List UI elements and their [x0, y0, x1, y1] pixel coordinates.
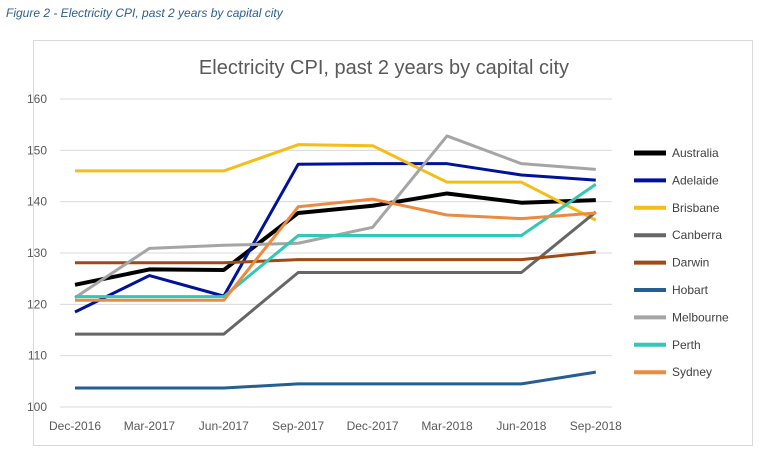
y-tick-label: 100	[27, 400, 47, 414]
series-line-australia	[74, 191, 596, 287]
y-tick-label: 150	[27, 143, 47, 157]
legend-label: Perth	[672, 338, 701, 352]
series-line-perth	[75, 182, 597, 299]
legend-label: Canberra	[672, 228, 722, 242]
series-line-darwin	[75, 250, 596, 265]
legend-label: Darwin	[672, 256, 709, 270]
y-tick-label: 120	[27, 297, 47, 311]
x-tick-label: Mar-2018	[421, 419, 473, 433]
y-tick-label: 140	[27, 195, 47, 209]
y-tick-label: 130	[27, 246, 47, 260]
series-line-hobart	[75, 370, 597, 390]
x-tick-label: Jun-2017	[199, 419, 249, 433]
figure-caption: Figure 2 - Electricity CPI, past 2 years…	[6, 6, 283, 20]
x-tick-label: Jun-2018	[496, 419, 546, 433]
x-tick-label: Sep-2018	[570, 419, 622, 433]
legend-label: Melbourne	[672, 310, 729, 324]
legend-label: Hobart	[672, 283, 709, 297]
chart-title: Electricity CPI, past 2 years by capital…	[199, 57, 569, 79]
x-tick-label: Dec-2016	[49, 419, 101, 433]
legend-label: Australia	[672, 146, 719, 160]
legend-label: Sydney	[672, 365, 712, 379]
x-tick-label: Mar-2017	[124, 419, 176, 433]
series-line-brisbane	[75, 143, 597, 222]
series-line-sydney	[75, 197, 596, 302]
series-line-canberra	[75, 210, 597, 336]
series-line-adelaide	[74, 162, 596, 314]
x-tick-label: Sep-2017	[272, 419, 324, 433]
chart-frame	[33, 40, 753, 446]
y-tick-label: 110	[28, 349, 47, 363]
y-tick-label: 160	[27, 92, 47, 106]
legend-label: Adelaide	[672, 173, 719, 187]
x-tick-label: Dec-2017	[347, 419, 399, 433]
legend-label: Brisbane	[672, 201, 720, 215]
